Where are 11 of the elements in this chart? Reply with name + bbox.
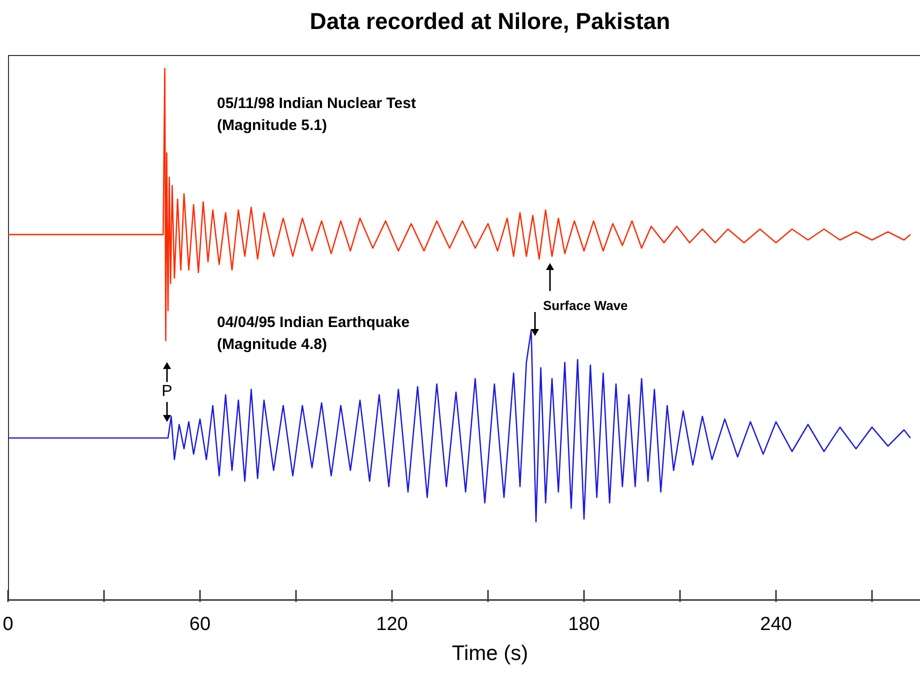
text: 04/04/95 Indian Earthquake (Magnitude 4.8) xyxy=(217,313,410,355)
x-axis-title: Time (s) xyxy=(450,642,530,666)
text: 05/11/98 Indian Nuclear Test (Magnitude 5.1) xyxy=(217,94,416,136)
annotation: P xyxy=(160,383,174,401)
x-tick-label: 120 xyxy=(376,614,408,635)
x-tick-label: 180 xyxy=(568,614,600,635)
annotation: Surface Wave xyxy=(543,298,628,313)
x-tick-label: 0 xyxy=(2,614,14,635)
x-tick-label: 240 xyxy=(760,614,792,635)
chart-title: Data recorded at Nilore, Pakistan xyxy=(308,8,672,35)
x-tick-label: 60 xyxy=(189,614,211,635)
